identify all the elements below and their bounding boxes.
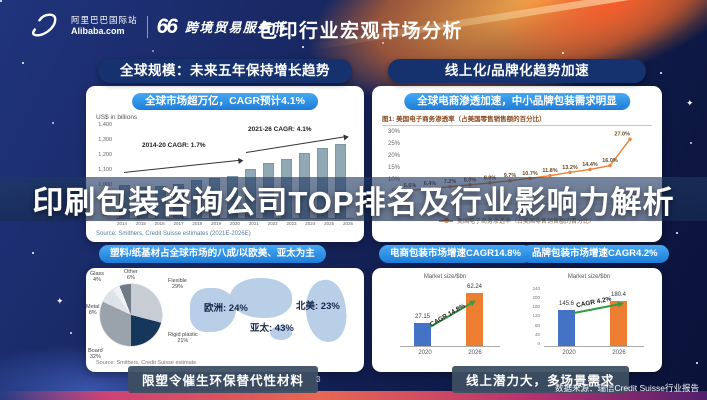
bar-value: 145.6 [558, 300, 575, 307]
materials-pie [100, 284, 162, 346]
brand-market-chart: Market size/$bn 240 200 160 120 80 40 0 145.6 … [520, 272, 658, 368]
bar-2026: 180.4 [610, 292, 627, 346]
map-region-shape [270, 326, 292, 340]
map-region-shape [190, 288, 236, 332]
left-section-pill: 全球规模：未来五年保持增长趋势 [98, 59, 352, 83]
trend-arrow-icon [123, 159, 242, 173]
ecommerce-pill: 全球电商渗透加速，中小品牌包装需求明显 [404, 93, 630, 110]
festival-logo: 66 [156, 14, 178, 38]
right-caption: 线上潜力大，多场景需求 [452, 366, 629, 393]
headline-text: 印刷包装咨询公司TOP排名及行业影响力解析 [32, 184, 675, 220]
growth-charts-card: Market size/$bn 27.15 62.24 CAGR 14.8% 2… [372, 268, 662, 372]
sparkle-icon: ✦ [686, 98, 694, 108]
right-section-pill: 线上化/品牌化趋势加速 [388, 59, 646, 83]
pie-label-rigid-plastic: Rigid plastic 21% [168, 332, 198, 345]
pie-label-board: Board 32% [88, 348, 103, 361]
mini-chart-title: Market size/$bn [567, 274, 611, 280]
bar-2020: 145.6 [558, 301, 575, 346]
svg-text:9.7%: 9.7% [504, 173, 517, 179]
brand-growth-pill: 品牌包装市场增速CAGR4.2% [521, 245, 669, 263]
cagr-annotation-2021: 2021-26 CAGR: 4.1% [248, 126, 312, 133]
svg-text:11.8%: 11.8% [542, 168, 557, 174]
svg-text:14.4%: 14.4% [582, 162, 598, 168]
bar-value: 27.15 [414, 313, 431, 320]
data-source-note: 数据来源：瑞信Credit Suisse行业报告 [554, 383, 699, 393]
world-map: 欧洲: 24% 亚太: 43% 北美: 23% [190, 277, 352, 352]
materials-pill: 塑料/纸基材占全球市场的八成/以欧美、亚太为主 [99, 245, 326, 263]
cagr-annotation-2014: 2014-20 CAGR: 1.7% [142, 142, 206, 149]
pie-chart-source: Source: Smithers, Credit Suisse estimate [96, 360, 197, 366]
brand-name-en: Alibaba.com [71, 26, 125, 37]
bar-2026: 62.24 [466, 284, 483, 346]
pie-label-other: Other 6% [124, 269, 138, 282]
header: 阿里巴巴国际站 Alibaba.com 66 跨境贸易服务节 [28, 11, 286, 42]
bottom-streak-decoration [0, 391, 707, 400]
festival-name: 跨境贸易服务节 [184, 20, 287, 35]
mini-chart-title: Market size/$bn [423, 274, 467, 280]
sparkle-icon: ✦ [56, 296, 64, 306]
legend-label: 美国电子商务渗透率（占美国零售销售额的百分比） [456, 219, 595, 225]
brand-text: 阿里巴巴国际站 Alibaba.com [71, 15, 138, 37]
ecommerce-growth-pill: 电商包装市场增速CAGR14.8% [379, 245, 532, 263]
global-chart-title: US$ in billions [96, 114, 138, 121]
svg-text:10.7%: 10.7% [522, 171, 538, 177]
map-region-shape [230, 278, 292, 318]
materials-card: Glass 4% Other 6% Flexible 29% Rigid plasti… [86, 268, 364, 372]
region-label-north-america: 北美: 23% [296, 301, 340, 312]
trend-arrow-icon [245, 136, 347, 153]
global-market-pill: 全球市场超万亿，CAGR预计4.1% [132, 93, 318, 110]
mini-plot: 27.15 62.24 CAGR 14.8% [400, 284, 500, 347]
pie-label-flexible: Flexible 29% [168, 278, 187, 291]
svg-text:16.0%: 16.0% [602, 158, 618, 164]
region-label-apac: 亚太: 43% [250, 323, 294, 334]
pie-label-glass: Glass 4% [90, 271, 105, 284]
global-chart-source: Source: Smithers, Credit Suisse estimate… [96, 231, 251, 237]
mini-xlabels: 2020 2026 [562, 350, 626, 356]
svg-text:13.2%: 13.2% [562, 165, 578, 171]
headline-overlay: 印刷包装咨询公司TOP排名及行业影响力解析 [0, 177, 707, 221]
svg-text:27.0%: 27.0% [614, 132, 630, 138]
page-title: 包印行业宏观市场分析 [258, 21, 464, 42]
mini-plot: 145.6 180.4 CAGR 4.2% [544, 286, 644, 347]
bar-value: 180.4 [610, 291, 627, 298]
brand-name-cn: 阿里巴巴国际站 [71, 15, 138, 26]
bar-2020: 27.15 [414, 314, 431, 346]
ecommerce-market-chart: Market size/$bn 27.15 62.24 CAGR 14.8% 2… [376, 272, 514, 368]
cagr-label: CAGR 14.8% [428, 302, 467, 329]
left-caption: 限塑令催生环保替代性材料 [128, 366, 319, 393]
brand-yticks: 240 200 160 120 80 40 0 [532, 286, 540, 346]
region-label-europe: 欧洲: 24% [204, 303, 248, 314]
global-annotations: 2014-20 CAGR: 1.7% 2021-26 CAGR: 4.1% [116, 122, 354, 218]
pie-label-metal: Metal 8% [86, 304, 100, 317]
line-chart-title: 图1: 美国电子商务渗透率（占美国零售销售额的百分比） [382, 113, 652, 126]
mini-xlabels: 2020 2026 [418, 350, 482, 356]
bar-value: 62.24 [466, 283, 483, 290]
alibaba-logo-icon [28, 11, 62, 42]
page-number: 3 [316, 375, 321, 384]
global-market-xlabels: 2014 2015 2016 2017 2018 2019 2020 2021 2022 2023… [117, 221, 353, 226]
header-divider [146, 15, 148, 38]
